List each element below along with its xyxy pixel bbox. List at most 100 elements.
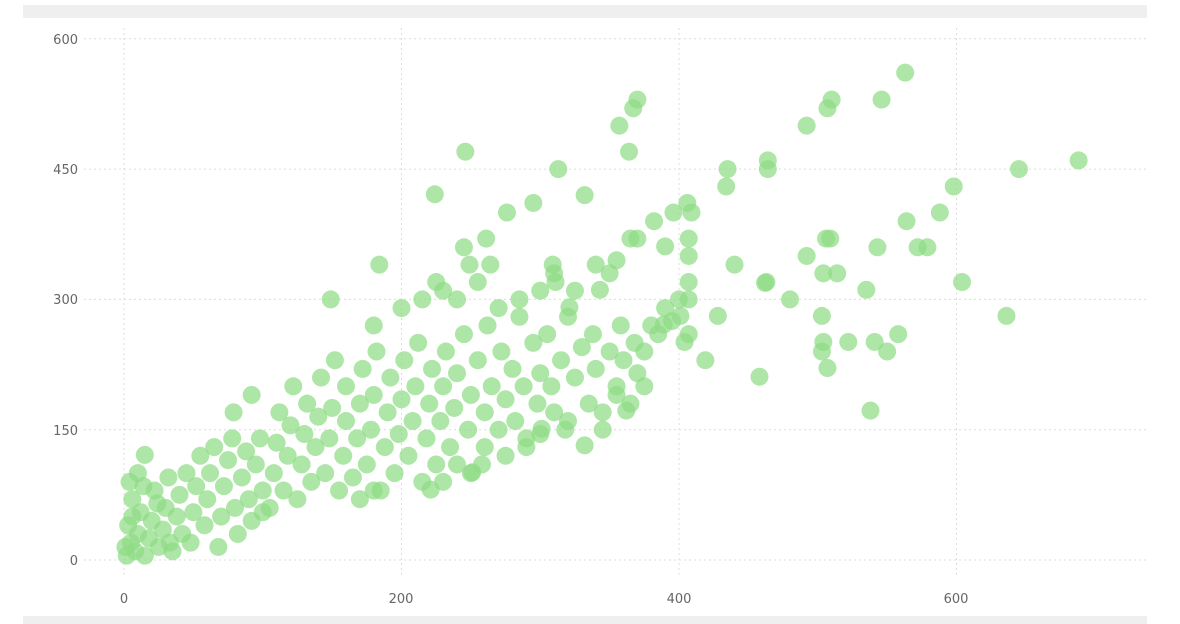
scatter-point [696,351,715,370]
scatter-point [528,394,547,413]
scatter-point [607,251,626,270]
scatter-point [219,451,238,470]
scatter-point [448,290,466,309]
scatter-point [323,398,342,417]
scatter-point [1009,160,1028,179]
x-tick-label: 200 [389,592,414,607]
scatter-point [392,299,411,318]
scatter-point [353,359,372,378]
scatter-point [431,412,450,431]
scatter-point [361,420,380,439]
x-tick-label: 400 [667,592,692,607]
scatter-point [177,464,196,483]
scatter-point [671,306,690,325]
scatter-point [135,445,154,464]
scatter-point [337,412,355,431]
y-tick-label: 300 [53,293,78,308]
scatter-point [284,377,303,396]
scatter-point [281,416,300,435]
scatter-point [896,63,915,82]
x-tick-label: 0 [120,592,128,607]
scatter-point [409,333,428,352]
scatter-point [872,90,891,109]
scatter-point [167,507,186,526]
scatter-point [572,338,591,357]
scatter-point [312,368,331,387]
scatter-point [821,229,840,248]
scatter-point [228,524,247,543]
scatter-point [420,394,439,413]
scatter-point [370,255,389,274]
scatter-point [330,481,349,500]
scatter-point [448,364,466,383]
scatter-point [184,503,203,522]
scatter-point [170,485,189,504]
scatter-point [364,316,383,335]
scatter-point [620,142,639,161]
scatter-point [549,160,568,179]
scatter-point [320,429,339,448]
scatter-point [757,273,776,292]
scatter-point [607,385,626,404]
scatter-point [191,446,210,465]
scatter-point [278,446,297,465]
scatter-point [116,537,135,556]
scatter-point [497,203,516,222]
scatter-point [583,325,602,344]
y-tick-label: 0 [70,554,78,569]
scatter-point [267,433,286,452]
scatter-point [496,390,515,409]
scatter-point [334,446,353,465]
y-tick-label: 600 [53,33,78,48]
scatter-point [482,377,501,396]
scatter-point [797,246,816,265]
scatter-point [468,351,487,370]
y-tick-label: 150 [53,424,78,439]
scatter-point [586,359,605,378]
scatter-point [542,377,561,396]
scatter-point [123,490,142,509]
scatter-point [750,367,769,386]
scatter-point [510,290,529,309]
scatter-point [531,364,550,383]
scatter-point [559,412,577,431]
scatter-point [897,212,916,231]
y-axis: 0 150 300 450 600 [53,33,78,569]
scatter-point [448,455,466,474]
scatter-point [417,429,436,448]
scatter-point [475,403,494,422]
scatter-point [679,290,698,309]
scatter-point [575,186,594,205]
scatter-point [857,280,876,299]
scatter-point [436,342,455,361]
scatter-point [614,351,633,370]
scatter-point [517,438,536,457]
scatter-point [818,359,837,378]
scatter-point [506,412,525,431]
scatter-point [679,246,698,265]
scatter-point [889,325,908,344]
scatter-point [565,368,584,387]
scatter-point [839,332,858,351]
scatter-point [239,490,258,509]
scatter-point [274,481,293,500]
scatter-point [725,255,744,274]
scatter-point [242,385,261,404]
scatter-point [492,342,511,361]
scatter-point [878,342,897,361]
scatter-point [481,255,500,274]
scatter-point [459,420,478,439]
scatter-point [232,468,251,487]
scatter-point [250,429,269,448]
scatter-point [425,185,444,204]
scatter-point [160,533,179,552]
scatter-point [237,442,256,461]
scatter-point [814,264,833,283]
scatter-point [654,315,673,334]
scatter-point [381,368,400,387]
scatter-point [524,333,543,352]
scatter-point [861,401,880,420]
scatter-point [617,401,636,420]
scatter-point [181,533,200,552]
